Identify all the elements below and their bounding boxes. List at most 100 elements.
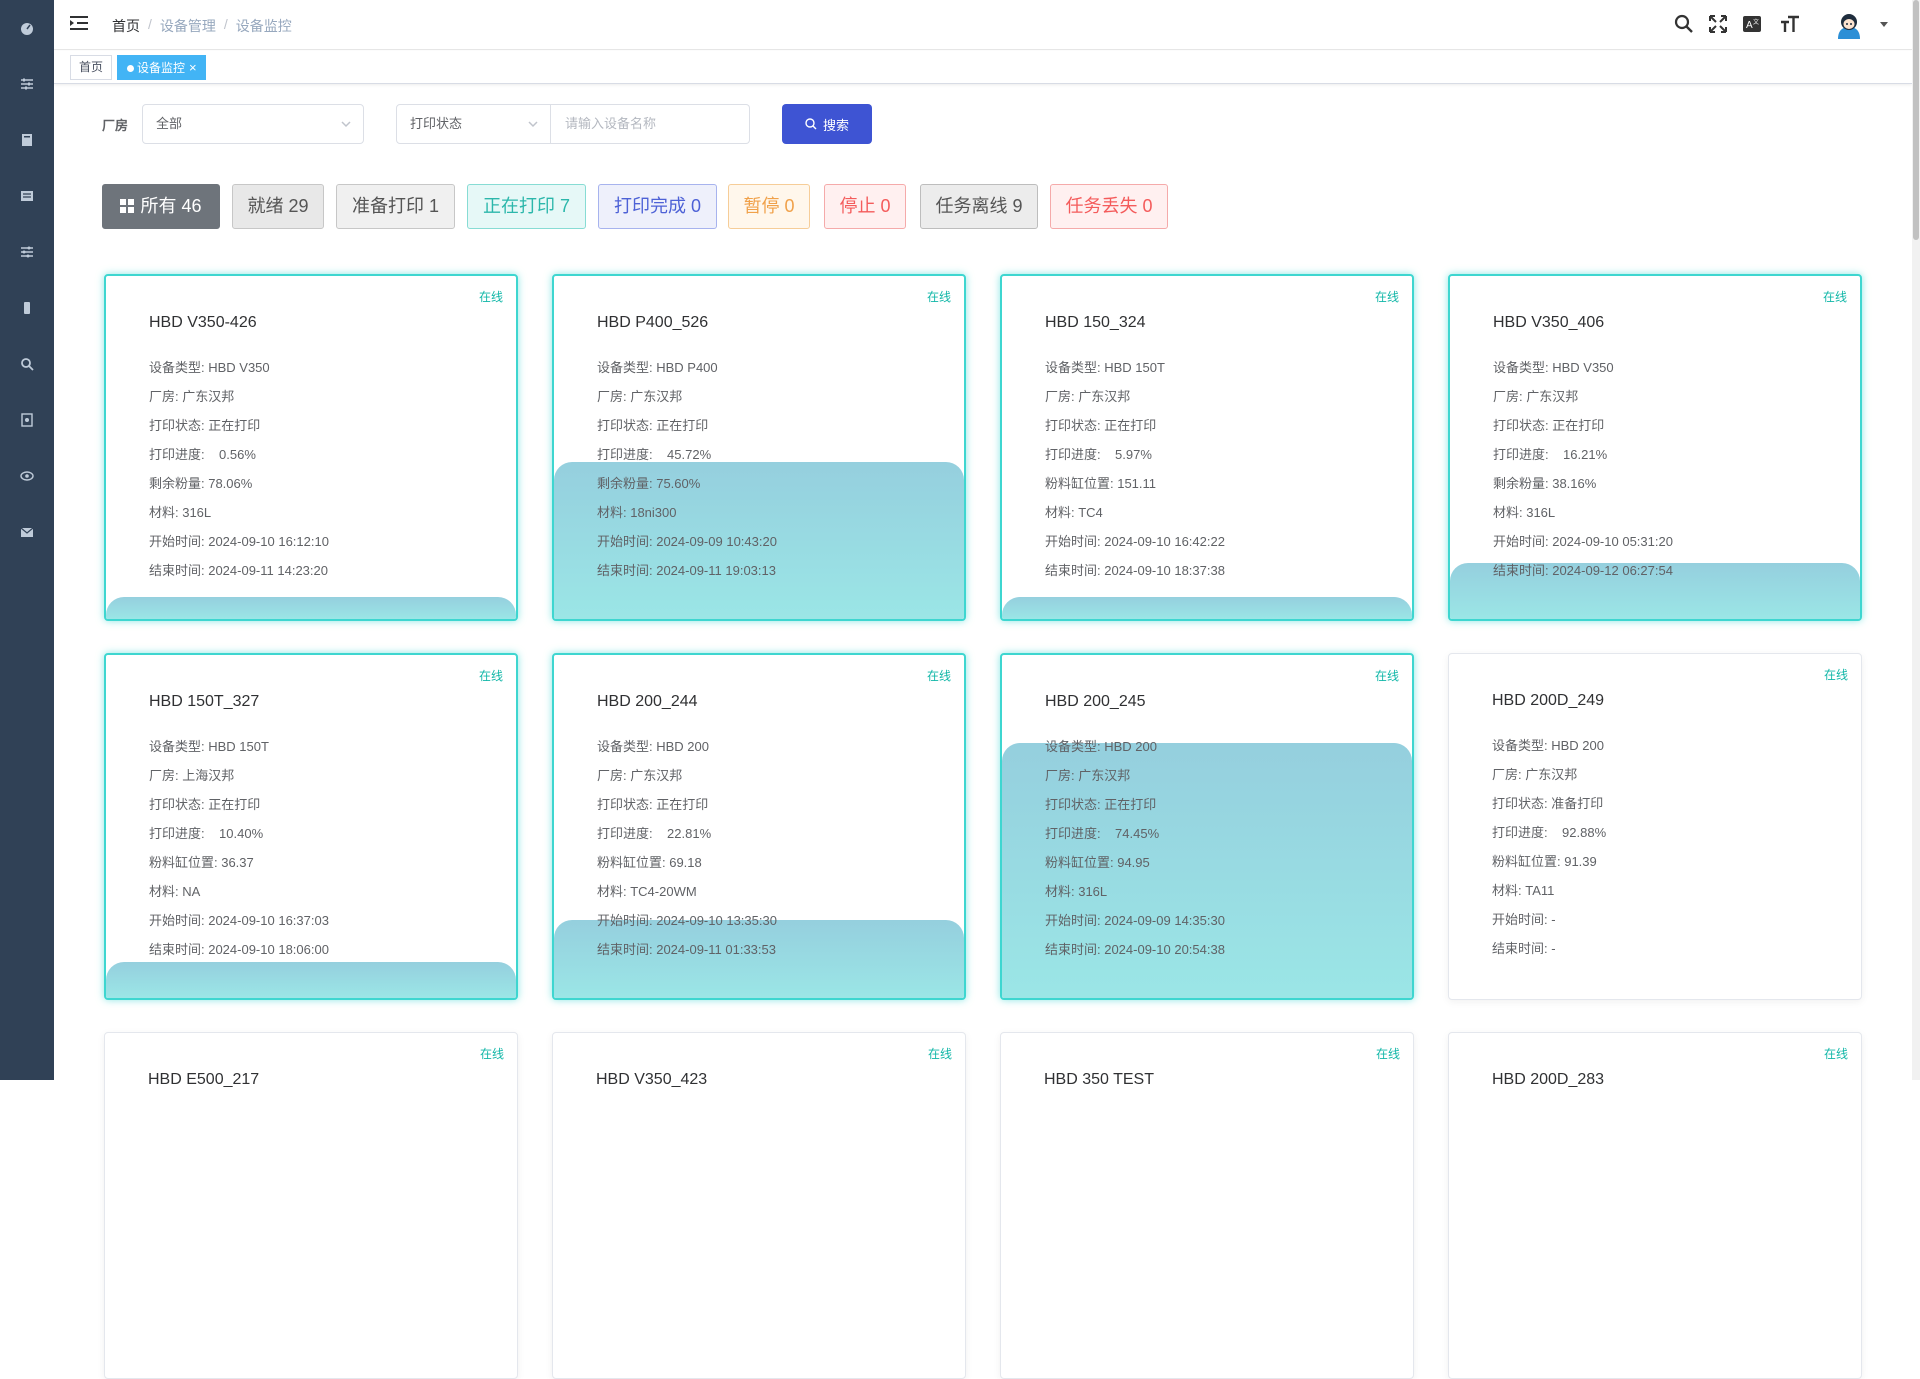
caret-down-icon[interactable] bbox=[1880, 22, 1888, 28]
device-detail-row: 开始时间: 2024-09-10 16:37:03 bbox=[149, 913, 329, 928]
factory-select-value: 全部 bbox=[156, 116, 183, 131]
device-card[interactable]: 在线 HBD V350_406 设备类型: HBD V350 厂房: 广东汉邦 打印状态… bbox=[1448, 274, 1862, 621]
device-detail-row: 设备类型: HBD 150T bbox=[149, 739, 269, 754]
device-detail-row: 结束时间: 2024-09-11 01:33:53 bbox=[597, 942, 776, 957]
device-card[interactable]: 在线 HBD 200D_283 bbox=[1448, 1032, 1862, 1379]
tag-label: 设备监控 bbox=[137, 61, 186, 75]
target-icon[interactable] bbox=[17, 410, 37, 430]
device-details: 设备类型: HBD 150T 厂房: 广东汉邦 打印状态: 正在打印 打印进度: 5.… bbox=[1045, 358, 1225, 590]
device-detail-row: 开始时间: 2024-09-10 05:31:20 bbox=[1493, 534, 1673, 549]
device-name-input[interactable]: 请输入设备名称 bbox=[551, 104, 750, 144]
status-filter-button[interactable]: 就绪 29 bbox=[232, 184, 324, 229]
device-detail-row: 设备类型: HBD V350 bbox=[1493, 360, 1614, 375]
device-card[interactable]: 在线 HBD V350_423 bbox=[552, 1032, 966, 1379]
status-filter-button[interactable]: 所有 46 bbox=[102, 184, 220, 229]
avatar[interactable] bbox=[1832, 9, 1866, 43]
device-detail-row: 打印状态: 正在打印 bbox=[597, 418, 709, 433]
tune-icon[interactable] bbox=[17, 242, 37, 262]
eye-icon[interactable] bbox=[17, 466, 37, 486]
breadcrumb-separator: / bbox=[223, 16, 228, 32]
fullscreen-icon[interactable] bbox=[1708, 14, 1728, 34]
device-card[interactable]: 在线 HBD V350-426 设备类型: HBD V350 厂房: 广东汉邦 打印状态… bbox=[104, 274, 518, 621]
tag-device-monitor[interactable]: 设备监控 × bbox=[117, 55, 206, 80]
device-name: HBD V350_423 bbox=[596, 1071, 708, 1088]
close-icon[interactable]: × bbox=[189, 60, 197, 75]
device-name: HBD E500_217 bbox=[148, 1071, 260, 1088]
tag-home[interactable]: 首页 bbox=[70, 55, 113, 80]
progress-fill bbox=[1002, 597, 1412, 619]
status-filter-button[interactable]: 任务丢失 0 bbox=[1050, 184, 1168, 229]
device-detail-row: 材料: 18ni300 bbox=[597, 505, 677, 520]
device-detail-row: 结束时间: 2024-09-10 18:06:00 bbox=[149, 942, 329, 957]
online-badge: 在线 bbox=[926, 290, 951, 304]
progress-fill bbox=[554, 920, 964, 998]
search-button[interactable]: 搜索 bbox=[782, 104, 872, 144]
status-filter-button[interactable]: 停止 0 bbox=[824, 184, 906, 229]
list-icon[interactable] bbox=[17, 186, 37, 206]
device-details: 设备类型: HBD 200 厂房: 广东汉邦 打印状态: 准备打印 打印进度: 92.… bbox=[1492, 736, 1606, 968]
device-detail-row: 开始时间: 2024-09-09 10:43:20 bbox=[597, 534, 777, 549]
device-card[interactable]: 在线 HBD 350 TEST bbox=[1000, 1032, 1414, 1379]
grid-icon bbox=[120, 196, 140, 216]
font-size-icon[interactable] bbox=[1780, 14, 1800, 34]
device-card[interactable]: 在线 HBD 150_324 设备类型: HBD 150T 厂房: 广东汉邦 打印状态:… bbox=[1000, 274, 1414, 621]
online-badge: 在线 bbox=[1823, 1047, 1848, 1061]
online-badge: 在线 bbox=[479, 1047, 504, 1061]
sliders-icon[interactable] bbox=[17, 74, 37, 94]
print-status-select[interactable]: 打印状态 bbox=[396, 104, 551, 144]
status-filter-label: 准备打印 1 bbox=[351, 196, 439, 216]
online-badge: 在线 bbox=[478, 669, 503, 683]
search-icon[interactable] bbox=[1674, 14, 1694, 34]
breadcrumb-device-management[interactable]: 设备管理 bbox=[159, 18, 216, 34]
phone-icon[interactable] bbox=[17, 298, 37, 318]
status-filter-button[interactable]: 暂停 0 bbox=[728, 184, 810, 229]
factory-select[interactable]: 全部 bbox=[142, 104, 364, 144]
device-card[interactable]: 在线 HBD 150T_327 设备类型: HBD 150T 厂房: 上海汉邦 打印状态… bbox=[104, 653, 518, 1000]
device-card[interactable]: 在线 HBD P400_526 设备类型: HBD P400 厂房: 广东汉邦 打印状态… bbox=[552, 274, 966, 621]
device-detail-row: 打印进度: 10.40% bbox=[149, 826, 264, 841]
device-detail-row: 厂房: 广东汉邦 bbox=[149, 389, 235, 404]
hamburger-icon[interactable] bbox=[70, 14, 88, 32]
device-card[interactable]: 在线 HBD 200D_249 设备类型: HBD 200 厂房: 广东汉邦 打印状态:… bbox=[1448, 653, 1862, 1000]
scrollbar[interactable] bbox=[1912, 0, 1920, 1080]
device-details: 设备类型: HBD V350 厂房: 广东汉邦 打印状态: 正在打印 打印进度: 0.… bbox=[149, 358, 329, 590]
dashboard-icon[interactable] bbox=[17, 18, 37, 38]
device-detail-row: 粉料缸位置: 36.37 bbox=[149, 855, 254, 870]
mail-icon[interactable] bbox=[17, 522, 37, 542]
progress-fill bbox=[1450, 563, 1860, 619]
online-badge: 在线 bbox=[1374, 669, 1399, 683]
svg-text:A: A bbox=[1746, 20, 1753, 31]
device-detail-row: 材料: 316L bbox=[149, 505, 212, 520]
device-details: 设备类型: HBD 150T 厂房: 上海汉邦 打印状态: 正在打印 打印进度: 10… bbox=[149, 737, 329, 969]
status-filter-label: 任务丢失 0 bbox=[1065, 196, 1153, 216]
device-detail-row: 设备类型: HBD V350 bbox=[149, 360, 270, 375]
device-detail-row: 结束时间: 2024-09-12 06:27:54 bbox=[1493, 563, 1673, 578]
status-filter-button[interactable]: 打印完成 0 bbox=[598, 184, 717, 229]
device-detail-row: 粉料缸位置: 94.95 bbox=[1045, 855, 1150, 870]
online-badge: 在线 bbox=[927, 1047, 952, 1061]
online-badge: 在线 bbox=[1822, 290, 1847, 304]
status-filter-button[interactable]: 任务离线 9 bbox=[920, 184, 1038, 229]
breadcrumb-home[interactable]: 首页 bbox=[112, 18, 140, 34]
status-filter-label: 任务离线 9 bbox=[935, 196, 1023, 216]
progress-fill bbox=[106, 962, 516, 998]
device-detail-row: 设备类型: HBD 200 bbox=[1045, 739, 1157, 754]
device-name: HBD 150T_327 bbox=[149, 693, 260, 710]
device-detail-row: 材料: TA11 bbox=[1492, 883, 1555, 898]
search-icon[interactable] bbox=[17, 354, 37, 374]
device-detail-row: 材料: TC4 bbox=[1045, 505, 1103, 520]
chevron-down-icon bbox=[341, 121, 351, 128]
scrollbar-thumb[interactable] bbox=[1913, 0, 1919, 240]
book-icon[interactable] bbox=[17, 130, 37, 150]
device-card[interactable]: 在线 HBD 200_245 设备类型: HBD 200 厂房: 广东汉邦 打印状态: … bbox=[1000, 653, 1414, 1000]
device-card[interactable]: 在线 HBD E500_217 bbox=[104, 1032, 518, 1379]
status-filter-button[interactable]: 准备打印 1 bbox=[336, 184, 455, 229]
device-detail-row: 打印进度: 5.97% bbox=[1045, 447, 1152, 462]
status-filter-button[interactable]: 正在打印 7 bbox=[467, 184, 586, 229]
device-detail-row: 材料: 316L bbox=[1045, 884, 1108, 899]
device-detail-row: 开始时间: 2024-09-10 13:35:30 bbox=[597, 913, 777, 928]
device-card[interactable]: 在线 HBD 200_244 设备类型: HBD 200 厂房: 广东汉邦 打印状态: … bbox=[552, 653, 966, 1000]
device-detail-row: 厂房: 广东汉邦 bbox=[1045, 389, 1131, 404]
